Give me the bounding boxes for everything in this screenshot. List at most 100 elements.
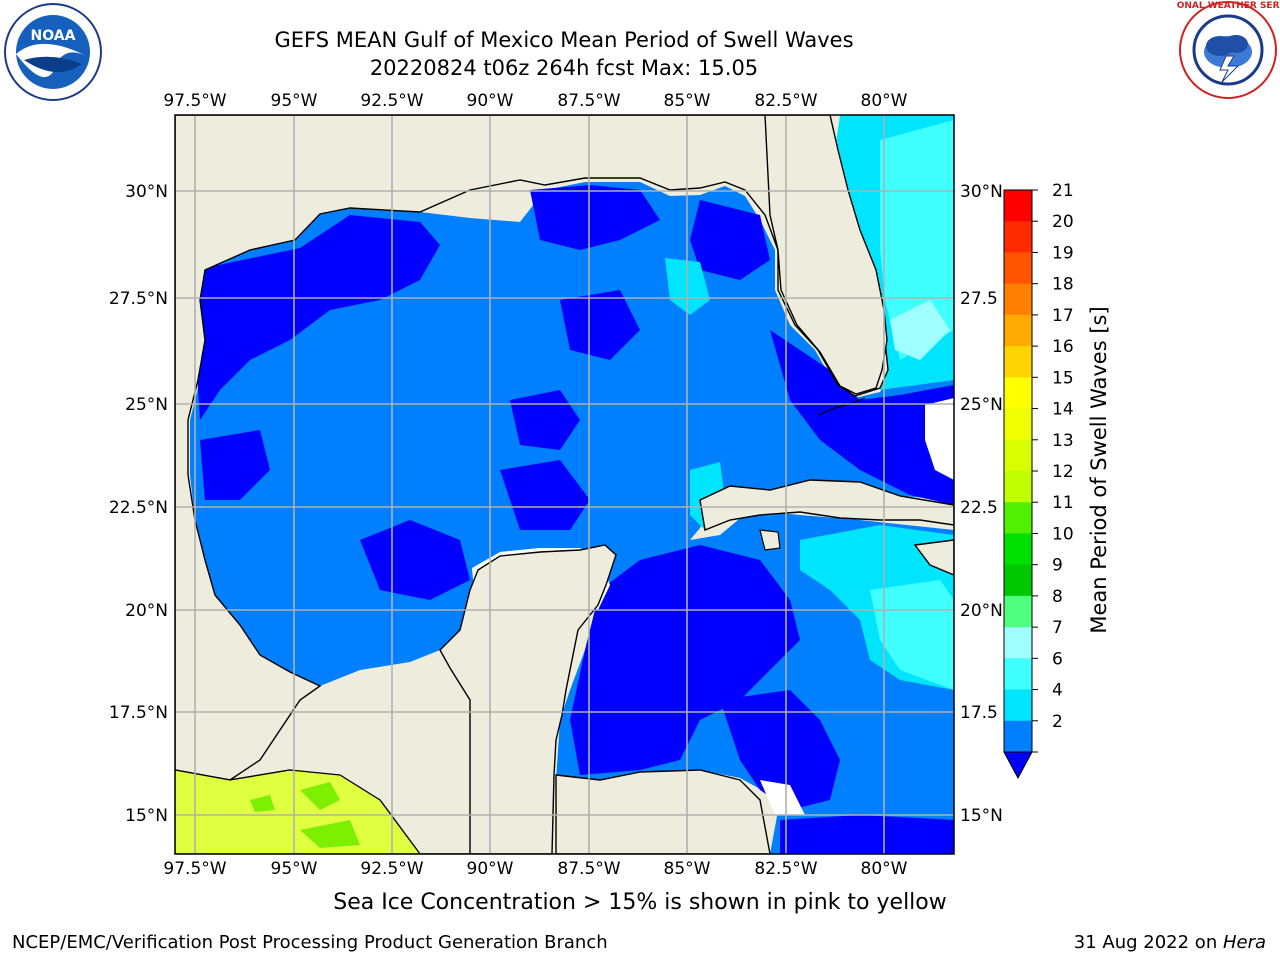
lat-label-left: 15°N xyxy=(125,806,168,826)
colorbar-segment xyxy=(1004,502,1032,534)
lat-label-right: 15°N xyxy=(960,806,1003,826)
hispaniola-land xyxy=(913,539,954,576)
colorbar-tick-label: 10 xyxy=(1052,524,1074,544)
pacific-sea-ice-patches xyxy=(250,782,360,848)
atlantic-light-band xyxy=(880,120,954,360)
lat-labels-right: 30°N 27.5 25°N 22.5 20°N 17.5 15°N xyxy=(960,182,1003,826)
lat-labels-left: 30°N 27.5°N 25°N 22.5°N 20°N 17.5°N 15°N xyxy=(109,182,168,826)
lat-label-left: 27.5°N xyxy=(109,289,168,309)
lon-label-top: 97.5°W xyxy=(163,91,226,111)
footer-branch: NCEP/EMC/Verification Post Processing Pr… xyxy=(12,932,608,953)
lat-label-right: 27.5 xyxy=(960,289,998,309)
colorbar-segment xyxy=(1004,564,1032,597)
footer-date: 31 Aug 2022 on Hera xyxy=(1074,932,1266,953)
colorbar-segment xyxy=(1004,252,1032,285)
colorbar-tick-label: 2 xyxy=(1052,712,1063,732)
lat-label-left: 22.5°N xyxy=(109,498,168,518)
short-period-patches xyxy=(195,185,954,854)
central-america-land xyxy=(555,769,771,854)
colorbar-segment xyxy=(1004,595,1032,628)
colorbar-segment xyxy=(1004,627,1032,659)
nws-logo: NATIONAL WEATHER SERVICE xyxy=(1176,1,1280,99)
colorbar-segment xyxy=(1004,377,1032,410)
colorbar-tick-label: 17 xyxy=(1052,306,1074,326)
noaa-logo-text: NOAA xyxy=(31,28,76,44)
colorbar-segment xyxy=(1004,408,1032,441)
colorbar-tick-label: 9 xyxy=(1052,556,1063,576)
colorbar-segment xyxy=(1004,471,1032,503)
lon-label-top: 90°W xyxy=(467,91,514,111)
colorbar-tick-label: 13 xyxy=(1052,431,1074,451)
lat-label-right: 17.5 xyxy=(960,703,998,723)
pacific-sea-ice-region xyxy=(175,769,421,854)
grid-lines xyxy=(175,115,954,854)
lat-label-left: 25°N xyxy=(125,395,168,415)
lat-label-right: 22.5 xyxy=(960,498,998,518)
lon-label-bottom: 82.5°W xyxy=(754,859,817,879)
lon-label-top: 95°W xyxy=(271,91,318,111)
lat-label-right: 25°N xyxy=(960,395,1003,415)
caribbean-light-band xyxy=(870,580,954,690)
florida-keys xyxy=(817,397,866,416)
lat-label-left: 30°N xyxy=(125,182,168,202)
lat-label-right: 20°N xyxy=(960,601,1003,621)
chart-subtitle: 20220824 t06z 264h fcst Max: 15.05 xyxy=(369,56,759,80)
lon-label-bottom: 85°W xyxy=(664,859,711,879)
colorbar-tick-label: 19 xyxy=(1052,243,1074,263)
colorbar-segment xyxy=(1004,283,1032,316)
colorbar-segment xyxy=(1004,533,1032,566)
lon-labels-bottom: 97.5°W 95°W 92.5°W 90°W 87.5°W 85°W 82.5… xyxy=(163,859,907,879)
colorbar-label: Mean Period of Swell Waves [s] xyxy=(1087,306,1111,633)
colorbar-segment xyxy=(1004,689,1032,722)
lon-label-top: 82.5°W xyxy=(754,91,817,111)
lon-label-bottom: 90°W xyxy=(467,859,514,879)
colorbar-segment xyxy=(1004,221,1032,253)
noaa-logo: NOAA xyxy=(4,3,102,101)
footer-machine: Hera xyxy=(1222,932,1266,953)
colorbar-tick-label: 20 xyxy=(1052,212,1074,232)
colorbar-segment xyxy=(1004,720,1032,753)
colorbar-tick-label: 11 xyxy=(1052,493,1074,513)
chart-title: GEFS MEAN Gulf of Mexico Mean Period of … xyxy=(274,28,854,52)
footer-date-text: 31 Aug 2022 on xyxy=(1073,932,1223,953)
florida-land xyxy=(764,115,888,395)
colorbar-tick-label: 18 xyxy=(1052,275,1074,295)
sea-ice-note: Sea Ice Concentration > 15% is shown in … xyxy=(333,890,947,915)
isla-de-la-juventud xyxy=(759,529,781,551)
colorbar-under-arrow xyxy=(1003,751,1033,780)
lon-label-top: 80°W xyxy=(861,91,908,111)
lon-label-top: 85°W xyxy=(664,91,711,111)
colorbar: 21 20 19 18 17 16 15 14 13 12 11 10 9 8 7 6 4 2 xyxy=(1003,181,1074,780)
colorbar-segment xyxy=(1004,314,1032,347)
colorbar-tick-label: 14 xyxy=(1052,400,1074,420)
map-plot-area xyxy=(175,115,954,854)
colorbar-tick-label: 21 xyxy=(1052,181,1074,201)
colorbar-tick-label: 16 xyxy=(1052,337,1074,357)
colorbar-segment xyxy=(1004,346,1032,378)
lon-label-bottom: 95°W xyxy=(271,859,318,879)
lon-label-top: 92.5°W xyxy=(360,91,423,111)
lon-label-bottom: 80°W xyxy=(861,859,908,879)
colorbar-tick-label: 6 xyxy=(1052,649,1063,669)
colorbar-segment xyxy=(1004,190,1032,222)
cuba-land xyxy=(699,479,954,531)
lon-label-bottom: 87.5°W xyxy=(557,859,620,879)
colorbar-tick-label: 7 xyxy=(1052,618,1063,638)
atlantic-palest-band xyxy=(890,300,950,360)
colorbar-segment xyxy=(1004,658,1032,691)
map-frame xyxy=(174,114,955,855)
colorbar-tick-label: 12 xyxy=(1052,462,1074,482)
lon-label-top: 87.5°W xyxy=(557,91,620,111)
lon-label-bottom: 97.5°W xyxy=(163,859,226,879)
colorbar-tick-label: 15 xyxy=(1052,368,1074,388)
lat-label-left: 17.5°N xyxy=(109,703,168,723)
lat-label-left: 20°N xyxy=(125,601,168,621)
lon-label-bottom: 92.5°W xyxy=(360,859,423,879)
lat-label-right: 30°N xyxy=(960,182,1003,202)
colorbar-segment xyxy=(1004,439,1032,472)
colorbar-tick-label: 8 xyxy=(1052,587,1063,607)
colorbar-tick-label: 4 xyxy=(1052,681,1063,701)
nws-logo-text: NATIONAL WEATHER SERVICE xyxy=(1176,1,1280,11)
lon-labels-top: 97.5°W 95°W 92.5°W 90°W 87.5°W 85°W 82.5… xyxy=(163,91,907,111)
